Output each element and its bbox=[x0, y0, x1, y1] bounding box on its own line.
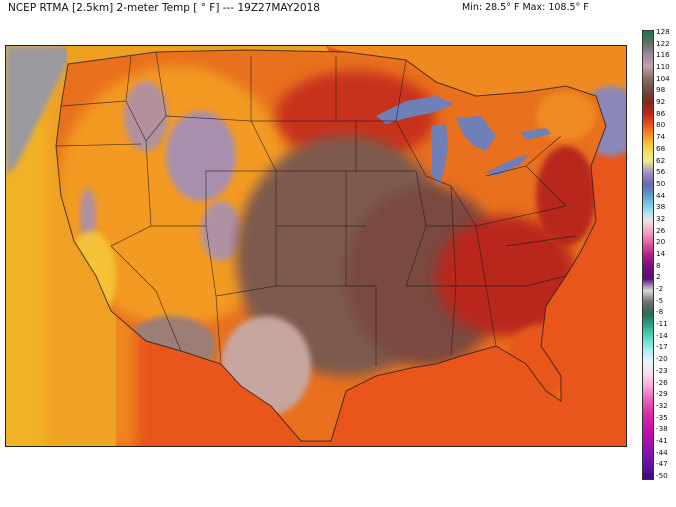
colorbar-tick-label: -29 bbox=[656, 389, 668, 399]
colorbar-tick-label: 80 bbox=[656, 120, 666, 130]
colorbar-tick-label: -8 bbox=[656, 307, 664, 317]
colorbar-tick-label: 26 bbox=[656, 225, 666, 235]
colorbar-tick-label: -14 bbox=[656, 330, 668, 340]
northern-plains-hot bbox=[276, 71, 436, 161]
colorbar-tick-label: 44 bbox=[656, 190, 666, 200]
colorbar-tick-label: -35 bbox=[656, 412, 668, 422]
north-pacific-gray bbox=[6, 46, 76, 176]
colorbar-tick-label: -47 bbox=[656, 459, 668, 469]
colorbar-tick-label: -41 bbox=[656, 435, 668, 445]
colorbar-tick-label: 128 bbox=[656, 27, 670, 36]
colorbar-tick-label: 2 bbox=[656, 272, 661, 282]
canada-east bbox=[326, 46, 626, 106]
lake-michigan bbox=[431, 124, 448, 186]
min-max-readout: Min: 28.5° F Max: 108.5° F bbox=[462, 2, 589, 13]
lake-superior bbox=[376, 96, 454, 124]
colorbar-tick-label: 32 bbox=[656, 213, 666, 223]
colorbar-tick-label: 86 bbox=[656, 108, 666, 118]
west-warm-zone bbox=[56, 66, 296, 326]
colorbar-tick-label: 8 bbox=[656, 260, 661, 270]
colorbar-tick-label: 56 bbox=[656, 167, 666, 177]
colorbar-tick-label: 38 bbox=[656, 202, 666, 212]
mid-atlantic-red bbox=[536, 146, 596, 246]
colorbar-tick-label: -50 bbox=[656, 471, 668, 480]
colorbar-tick-label: 68 bbox=[656, 143, 666, 153]
colorbar-tick-label: 110 bbox=[656, 62, 670, 72]
colorbar-tick-label: 20 bbox=[656, 237, 666, 247]
colorbar-tick-label: -5 bbox=[656, 295, 664, 305]
sierra-cool bbox=[80, 188, 96, 244]
rockies-cool bbox=[166, 111, 236, 201]
colorbar-tick-label: 104 bbox=[656, 73, 670, 83]
colorbar-tick-label: -44 bbox=[656, 447, 668, 457]
colorbar-tick-label: 122 bbox=[656, 38, 670, 48]
lake-huron bbox=[456, 116, 496, 151]
colorbar-tick-label: -17 bbox=[656, 342, 668, 352]
colorbar-tick-label: -20 bbox=[656, 354, 668, 364]
colorbar-tick-label: -11 bbox=[656, 319, 668, 329]
colorbar-tick-label: 116 bbox=[656, 50, 670, 60]
lake-ontario bbox=[521, 128, 551, 140]
state-boundaries bbox=[55, 49, 607, 442]
colorbar-tick-label: 50 bbox=[656, 178, 666, 188]
colorbar-tick-label: 74 bbox=[656, 132, 666, 142]
southeast-red bbox=[436, 216, 576, 336]
colorbar-tick-label: -38 bbox=[656, 424, 668, 434]
colorbar-tick-label: -32 bbox=[656, 400, 668, 410]
idaho-cool bbox=[124, 81, 168, 151]
colorbar-tick-label: 92 bbox=[656, 97, 666, 107]
colorbar-tick-label: 62 bbox=[656, 155, 666, 165]
lake-erie bbox=[486, 154, 528, 176]
colorbar-tick-label: -2 bbox=[656, 284, 664, 294]
colorado-cool bbox=[201, 201, 241, 261]
map-title: NCEP RTMA [2.5km] 2-meter Temp [ ° F] --… bbox=[8, 2, 320, 14]
colorbar-tick-label: -23 bbox=[656, 365, 668, 375]
temperature-colorbar bbox=[642, 30, 654, 480]
temperature-map bbox=[5, 45, 627, 447]
colorbar-tick-label: 14 bbox=[656, 249, 666, 258]
colorbar-tick-label: -26 bbox=[656, 377, 668, 387]
colorbar-tick-label: 98 bbox=[656, 85, 666, 95]
new-england-orange bbox=[536, 91, 596, 141]
